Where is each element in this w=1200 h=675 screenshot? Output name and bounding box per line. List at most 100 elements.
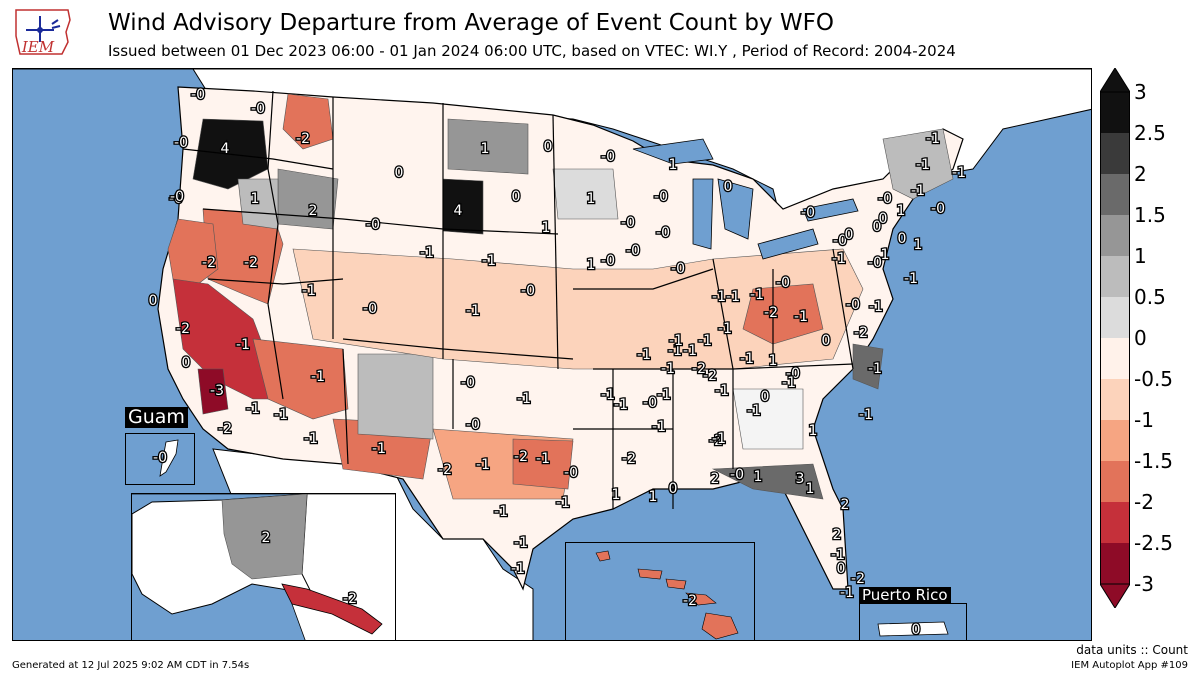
wfo-value-label: -0 [833,233,847,249]
wfo-value-label: -1 [311,369,325,385]
wfo-value-label: -0 [656,225,670,241]
wfo-value-label: 0 [898,231,907,247]
wfo-value-label: 2 [711,471,720,487]
wfo-value-label: -1 [726,289,740,305]
wfo-value-label: -0 [191,87,205,103]
wfo-value-label: -0 [621,215,635,231]
wfo-value-label: -0 [251,101,265,117]
iem-logo: IEM [12,6,74,58]
wfo-value-label: -1 [304,431,318,447]
wfo-value-label: -2 [703,368,717,384]
wfo-value-label: 0 [845,227,854,243]
wfo-value-label: -1 [494,504,508,520]
wfo-value-label: -1 [750,287,764,303]
wfo-value-label: -1 [556,495,570,511]
wfo-value-label: -1 [718,321,732,337]
wfo-value-label: -0 [786,366,800,382]
colorbar-svg [1099,67,1131,609]
wfo-value-label: -2 [851,571,865,587]
wfo-value-label: -0 [363,301,377,317]
wfo-value-label: -0 [564,465,578,481]
wfo-value-label: 1 [542,220,551,236]
wfo-value-label: -1 [236,337,250,353]
colorbar-bin [1100,502,1130,544]
colorbar-tick-label: -2 [1134,490,1154,514]
wfo-value-label: -1 [840,585,854,601]
alaska-inset: 2 -2 [131,493,396,640]
wfo-value-label: -0 [170,189,184,205]
wfo-value-label: -1 [683,343,697,359]
wfo-value-label: 1 [649,489,658,505]
wfo-value-label: -1 [668,343,682,359]
wfo-value-label: 0 [873,219,882,235]
wfo-value-label: -1 [869,299,883,315]
alaska-value-north: 2 [262,530,271,546]
wfo-value-label: -1 [669,333,683,349]
colorbar-tick-label: 0 [1134,326,1147,350]
colorbar-tick-label: 0.5 [1134,285,1166,309]
wfo-value-label: -1 [698,333,712,349]
colorbar-tick-label: -1.5 [1134,449,1174,473]
wfo-value-label: 3 [796,471,805,487]
wfo-value-label: -0 [654,189,668,205]
colorbar-bin [1100,256,1130,298]
wfo-value-label: -0 [366,217,380,233]
conus-map-svg: -0-0-2-0 4-0 121 0-0 1-0 0 1 -0-00-040-111-0-0-… [13,69,1091,640]
wfo-value-label: 0 [512,189,521,205]
wfo-value-label: -0 [466,417,480,433]
wfo-value-label: -1 [661,361,675,377]
colorbar-bin [1100,133,1130,175]
colorbar-bin [1100,297,1130,339]
colorbar-bin [1100,420,1130,462]
wfo-value-label: 2 [841,497,850,513]
wfo-value-label: -0 [868,255,882,271]
wfo-value-label: 1 [251,191,260,207]
hawaii-value: -2 [683,593,697,609]
wfo-value-label: -1 [859,407,873,423]
wfo-value-label: -1 [601,387,615,403]
puerto-rico-title: Puerto Rico [859,587,951,604]
wfo-value-label: 1 [809,423,818,439]
wfo-value-label: -2 [854,325,868,341]
colorbar-arrow-top [1099,67,1131,93]
wfo-value-label: -1 [652,419,666,435]
wfo-value-label: 0 [149,293,158,309]
wfo-value-label: 4 [221,141,230,157]
colorbar-bin [1100,174,1130,216]
wfo-value-label: -3 [210,383,224,399]
wfo-value-label: -1 [868,361,882,377]
conus-map: -0 -0 -2 -0 4 -0 1 2 1 0 -0 1 -0 0 1 -0 -0 0 -0 4 0 -1 1 1 -0 -0-… [12,68,1092,641]
colorbar-bin [1100,338,1130,380]
wfo-value-label: 1 [587,257,596,273]
guam-inset: -0 [125,433,195,485]
colorbar-tick-label: -2.5 [1134,531,1174,555]
hawaii-inset: -2 [565,542,755,640]
wfo-value-label: -2 [202,255,216,271]
wfo-value-label: -2 [218,421,232,437]
wfo-value-label: -0 [601,253,615,269]
wfo-value-label: -2 [764,305,778,321]
svg-text:IEM: IEM [21,38,55,56]
wfo-value-label: -2 [514,449,528,465]
colorbar-tick-label: 1.5 [1134,203,1166,227]
colorbar-arrow-bottom [1099,583,1131,609]
wfo-value-label: -0 [174,135,188,151]
wfo-value-label: -1 [926,131,940,147]
colorbar-tick-label: 3 [1134,80,1147,104]
wfo-value-label: -2 [709,433,723,449]
wfo-value-label: -0 [776,275,790,291]
wfo-value-label: -1 [747,403,761,419]
wfo-value-label: -1 [657,387,671,403]
colorbar-bin [1100,461,1130,503]
wfo-value-label: -1 [302,283,316,299]
generated-at: Generated at 12 Jul 2025 9:02 AM CDT in … [12,660,250,671]
wfo-value-label: -1 [952,165,966,181]
wfo-value-label: -0 [931,201,945,217]
wfo-value-label: 0 [837,561,846,577]
chart-subtitle: Issued between 01 Dec 2023 06:00 - 01 Ja… [108,42,956,60]
colorbar-bin [1100,92,1130,134]
colorbar-tick-label: -3 [1134,572,1154,596]
wfo-value-label: -0 [801,205,815,221]
wfo-value-label: -1 [511,561,525,577]
wfo-value-label: -1 [782,375,796,391]
